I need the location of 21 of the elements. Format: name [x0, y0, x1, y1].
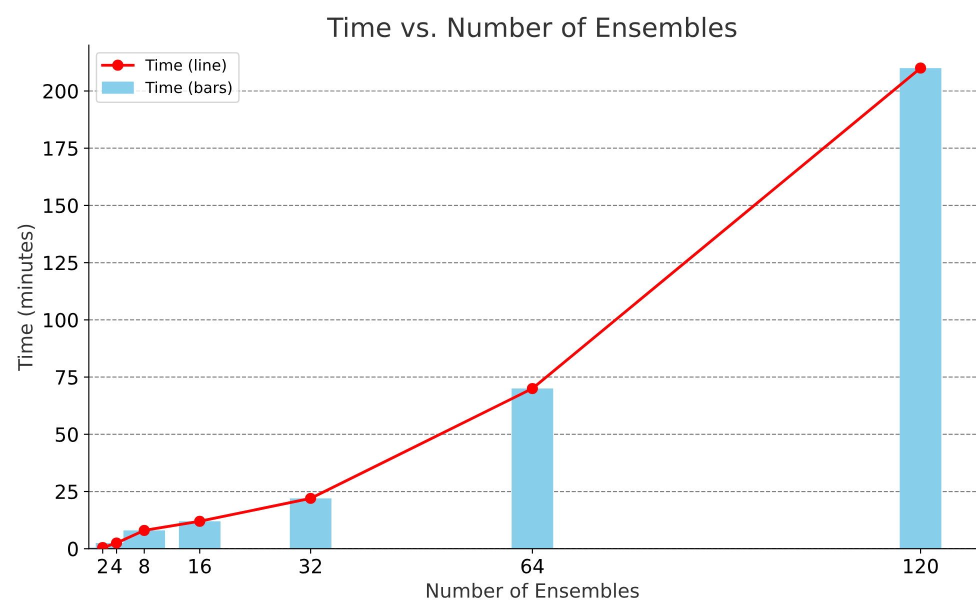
y-tick-label: 0	[68, 542, 78, 556]
x-tick-label: 120	[904, 558, 938, 574]
y-axis-title: Time (minutes)	[18, 224, 35, 371]
y-tick-label: 25	[56, 484, 78, 500]
x-tick-label: 32	[300, 558, 322, 574]
y-tick-label: 75	[56, 370, 78, 385]
x-tick-label: 8	[139, 558, 150, 574]
x-tick-label: 4	[111, 559, 122, 574]
legend-label: Time (bars)	[145, 81, 232, 96]
y-tick-label: 100	[44, 312, 78, 328]
y-tick-label: 200	[43, 84, 78, 99]
x-tick-label: 64	[521, 558, 544, 574]
legend-label: Time (line)	[145, 58, 226, 73]
chart-title: Time vs. Number of Ensembles	[327, 16, 736, 38]
y-tick-label: 150	[44, 198, 78, 214]
y-tick-label: 175	[44, 141, 78, 156]
x-axis-title: Number of Ensembles	[426, 582, 639, 598]
y-tick-label: 50	[56, 427, 78, 442]
x-tick-label: 16	[189, 558, 211, 574]
x-tick-label: 2	[98, 558, 107, 574]
y-tick-label: 125	[44, 256, 78, 270]
